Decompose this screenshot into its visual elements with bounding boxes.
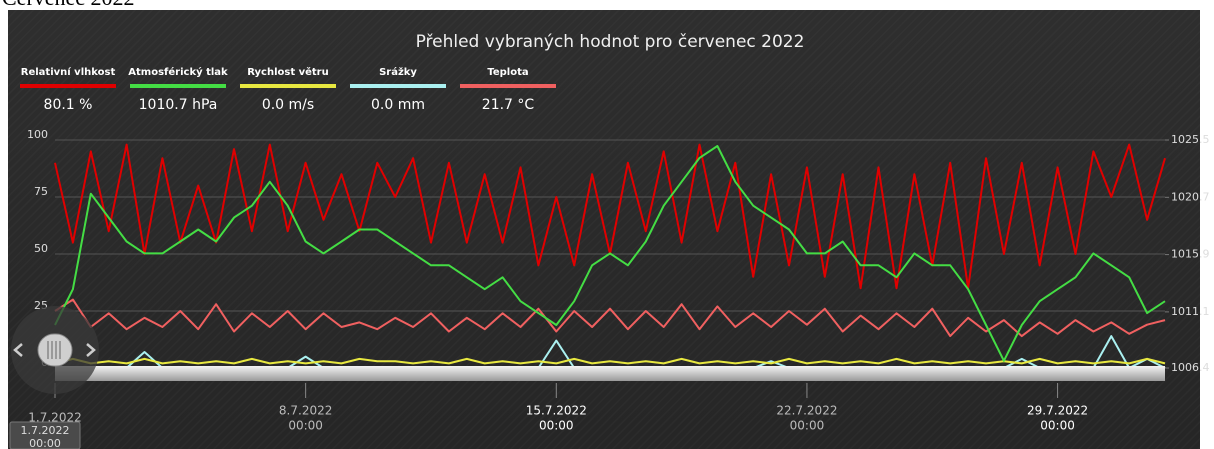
series-line [54,357,1166,365]
legend-label: Teplota [487,67,528,78]
y-tick-label: 75 [34,185,48,198]
x-tick-time: 00:00 [539,419,574,433]
legend-value: 1010.7 hPa [139,97,218,113]
legend-swatch [460,84,556,88]
legend-label: Relativní vlhkost [21,66,116,78]
page-heading: Červenec 2022 [2,0,135,10]
legend-value: 0.0 m/s [262,97,314,113]
slider-grip [47,341,61,359]
legend-swatch [20,84,116,88]
legend-swatch [350,84,446,88]
chart-title: Přehled vybraných hodnot pro červenec 20… [416,32,805,52]
slider-handle[interactable] [37,333,73,367]
slider-right-arrow[interactable] [86,343,96,357]
y-tick-label: 50 [34,242,48,255]
series-line [54,145,1166,362]
legend-label: Srážky [379,66,417,78]
y2-tick-label: 1006.4 [1171,361,1210,374]
series-line [54,298,1166,338]
legend: Relativní vlhkost 80.1 % Atmosférický tlak… [20,66,556,113]
x-tick-label: 22.7.2022 [776,404,837,418]
navigator-bar [55,366,1165,381]
x-tick-label: 1.7.2022 [28,411,81,425]
y-tick-label: 100 [27,128,48,141]
legend-value: 80.1 % [44,97,93,113]
legend-swatch [130,84,226,88]
x-tick-label: 29.7.2022 [1027,404,1088,418]
legend-value: 0.0 mm [371,97,425,113]
slider-left-arrow[interactable] [13,343,23,357]
y2-tick-label: 1011.1 [1171,305,1210,318]
range-start-box: 1.7.2022 00:00 [9,421,81,449]
legend-swatch [240,84,336,88]
range-start-bg [9,421,81,449]
x-tick-time: 00:00 [790,419,825,433]
x-tick-time: 00:00 [288,419,323,433]
axes: 02550751001006.41011.11015.91020.71025.5… [27,128,1210,433]
legend-label: Rychlost větru [247,66,328,78]
legend-label: Atmosférický tlak [128,66,228,78]
range-start-time: 00:00 [29,437,61,449]
x-tick-time: 00:00 [1040,419,1075,433]
x-tick-label: 8.7.2022 [279,404,332,418]
y2-tick-label: 1020.7 [1171,190,1210,203]
x-tick-label: 15.7.2022 [526,404,587,418]
y2-tick-label: 1015.9 [1171,248,1210,261]
legend-value: 21.7 °C [482,97,535,113]
y2-tick-label: 1025.5 [1171,133,1210,146]
range-start-date: 1.7.2022 [21,424,70,437]
slider[interactable] [11,306,99,394]
